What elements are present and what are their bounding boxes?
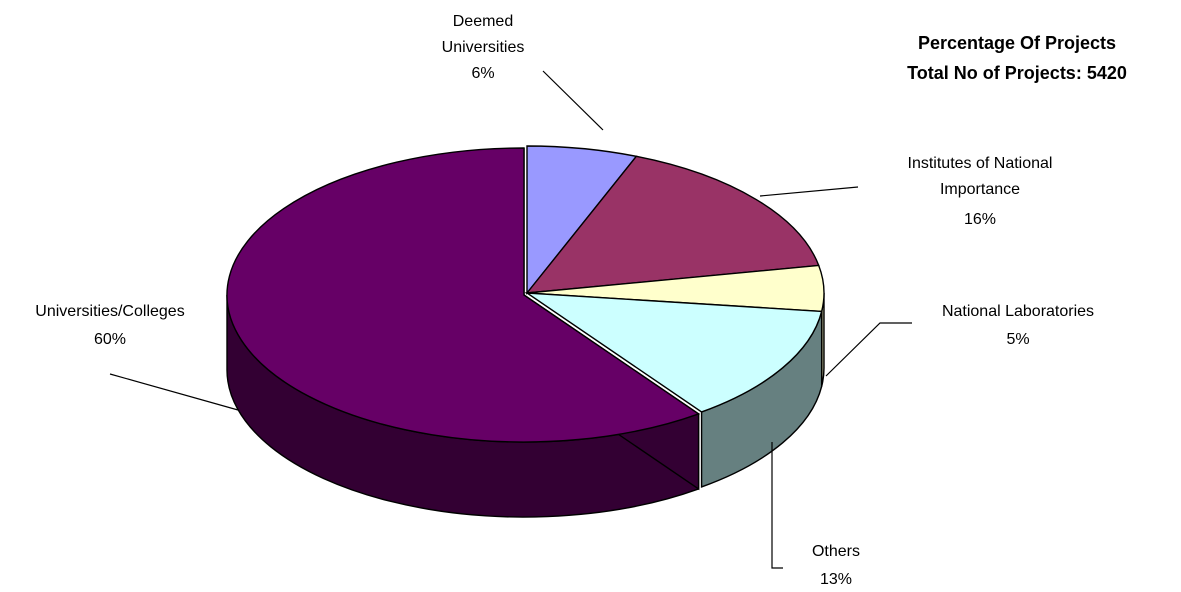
pie-slice-others (524, 292, 823, 413)
pie-slice-universities-colleges (226, 147, 701, 443)
slice-label-deemed-universities-line-2: Universities (442, 39, 525, 56)
slice-label-universities-colleges-line-1: Universities/Colleges (35, 303, 184, 320)
slice-label-deemed-universities-line-1: Deemed (453, 13, 513, 30)
chart-title-line-2: Total No of Projects: 5420 (907, 63, 1127, 83)
slice-label-institutes-of-national-importance-line-2: Importance (940, 181, 1020, 198)
pie-slice-institutes-of-national-importance (525, 155, 820, 294)
slice-value-others: 13% (820, 571, 852, 588)
leader-line-national-laboratories (825, 322, 912, 377)
slice-value-universities-colleges: 60% (94, 331, 126, 348)
leader-line-universities-colleges (109, 373, 239, 411)
chart-title-line-1: Percentage Of Projects (918, 33, 1116, 53)
leader-line-deemed-universities (542, 70, 604, 131)
pie-top-faces (226, 145, 825, 443)
leader-line-others (771, 442, 783, 569)
slice-label-institutes-of-national-importance-line-1: Institutes of National (908, 155, 1053, 172)
slice-labels: Deemed Universities 6% Institutes of Nation… (35, 13, 1094, 588)
slice-value-deemed-universities: 6% (471, 65, 494, 82)
slice-label-others-line-1: Others (812, 543, 860, 560)
leader-line-institutes-of-national-importance (759, 186, 859, 197)
slice-value-national-laboratories: 5% (1006, 331, 1029, 348)
slice-value-institutes-of-national-importance: 16% (964, 211, 996, 228)
label-leader-lines (109, 70, 912, 569)
slice-label-national-laboratories-line-1: National Laboratories (942, 303, 1094, 320)
